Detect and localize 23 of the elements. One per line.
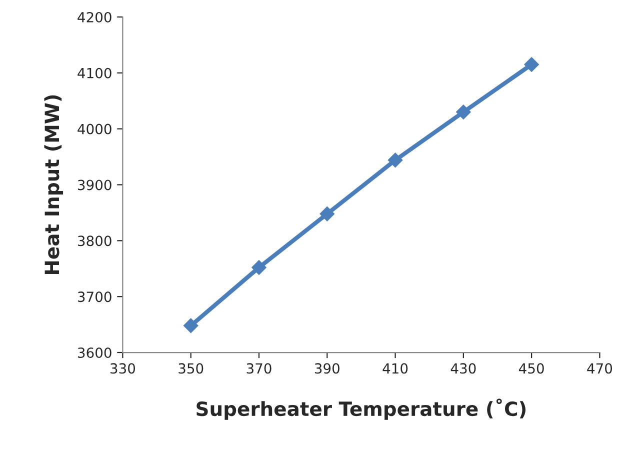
point (183, 318, 198, 334)
y-axis-title: Heat Input (MW) (44, 95, 64, 274)
x-axis-title: Superheater Temperature (˚C) (196, 398, 526, 420)
x-tick-label: 370 (246, 363, 272, 374)
x-tick-label: 390 (314, 363, 340, 374)
y-tick-label: 3900 (78, 180, 112, 190)
x-tick-label: 350 (178, 363, 204, 374)
x-tick-label: 410 (382, 363, 408, 374)
y-tick-label: 3800 (78, 236, 112, 246)
y-tick-label: 4000 (78, 124, 112, 134)
point (320, 206, 335, 222)
x-tick-label: 430 (450, 363, 476, 374)
point (524, 57, 539, 72)
x-tick-label: 470 (587, 363, 612, 374)
point (388, 152, 403, 168)
y-tick-label: 4100 (78, 68, 112, 78)
y-tick-label: 4200 (78, 12, 112, 22)
x-tick-label: 330 (110, 363, 136, 374)
x-tick-label: 450 (518, 363, 544, 374)
point (456, 104, 471, 120)
y-tick-label: 3700 (78, 292, 112, 302)
y-tick-label: 3600 (78, 347, 112, 358)
point (252, 260, 266, 275)
